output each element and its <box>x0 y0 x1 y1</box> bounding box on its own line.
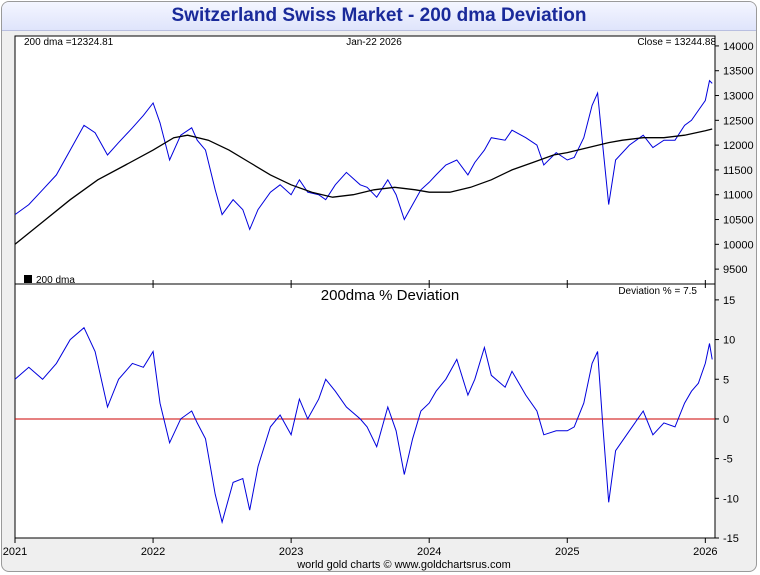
deviation-y-tick-label: -10 <box>723 493 739 505</box>
x-tick-label: 2021 <box>3 546 27 558</box>
chart-title: Switzerland Swiss Market - 200 dma Devia… <box>2 2 756 31</box>
deviation-y-tick-label: -5 <box>723 454 733 466</box>
price-header-left: 200 dma =12324.81 <box>24 37 114 48</box>
deviation-y-axis: -15 -10 -5 0 5 10 15 <box>715 295 739 545</box>
dma-series-line <box>14 128 713 245</box>
deviation-y-tick-label: 10 <box>723 335 735 347</box>
deviation-y-tick-label: 15 <box>723 295 735 307</box>
x-axis: 2021 2022 2023 2024 2025 2026 <box>3 280 718 558</box>
x-tick-label: 2026 <box>693 546 717 558</box>
deviation-y-tick-label: 0 <box>723 414 729 426</box>
price-header-center: Jan-22 2026 <box>346 37 402 48</box>
price-y-tick-label: 10000 <box>723 239 754 251</box>
price-y-tick-label: 12000 <box>723 140 754 152</box>
price-y-tick-label: 14000 <box>723 41 754 53</box>
deviation-plot-area <box>14 283 716 539</box>
price-y-tick-label: 13500 <box>723 66 754 78</box>
price-y-axis: 9500 10000 10500 11000 11500 12000 12500 13000 1… <box>715 41 754 276</box>
price-y-tick-label: 12500 <box>723 115 754 127</box>
price-y-tick-label: 9500 <box>723 264 747 276</box>
deviation-header-right: Deviation % = 7.5 <box>618 286 697 297</box>
x-tick-label: 2024 <box>417 546 441 558</box>
price-header-right: Close = 13244.88 <box>637 37 716 48</box>
deviation-y-tick-label: -15 <box>723 533 739 545</box>
footer-credit: world gold charts © www.goldchartsrus.co… <box>296 559 511 571</box>
deviation-panel-title: 200dma % Deviation <box>321 287 459 304</box>
price-plot-area <box>14 35 716 285</box>
price-y-tick-label: 10500 <box>723 215 754 227</box>
deviation-series-line <box>14 326 713 525</box>
x-tick-label: 2025 <box>555 546 579 558</box>
legend-swatch <box>24 275 32 283</box>
price-y-tick-label: 11000 <box>723 190 753 202</box>
x-tick-label: 2022 <box>141 546 165 558</box>
deviation-y-tick-label: 5 <box>723 374 729 386</box>
price-y-tick-label: 13000 <box>723 91 754 103</box>
x-tick-label: 2023 <box>279 546 303 558</box>
legend-label: 200 dma <box>36 275 75 286</box>
price-y-tick-label: 11500 <box>723 165 753 177</box>
